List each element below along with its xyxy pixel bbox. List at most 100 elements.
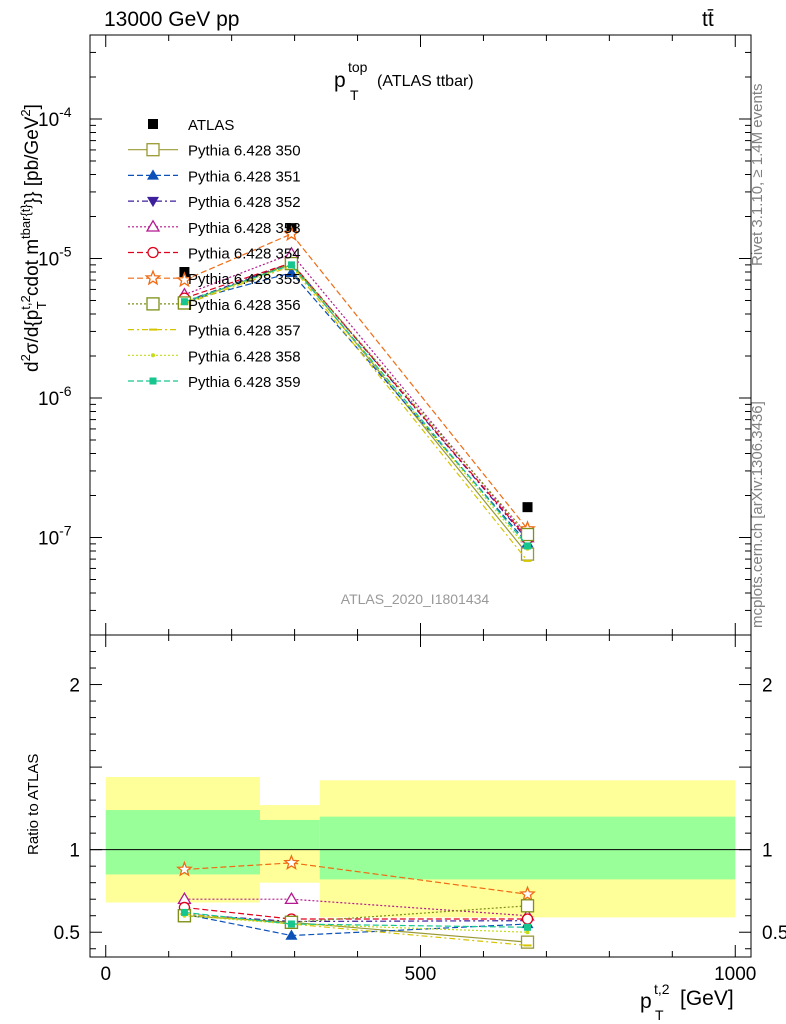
title-main: p (334, 69, 346, 92)
legend-marker (149, 377, 157, 385)
legend-marker (149, 328, 157, 331)
legend: ATLAS Pythia 6.428 350 Pythia 6.428 351 Pyt… (128, 117, 301, 391)
ratio-data-point (523, 944, 532, 947)
ratio-ytick-label: 2 (69, 676, 80, 697)
ratio-data-point (284, 891, 299, 905)
legend-marker (148, 119, 158, 129)
series-line (184, 233, 528, 530)
legend-entry-7: Pythia 6.428 356 (128, 297, 301, 314)
legend-entry-3: Pythia 6.428 352 (128, 194, 301, 211)
legend-label: ATLAS (188, 117, 234, 134)
legend-label: Pythia 6.428 357 (188, 323, 301, 340)
series-line (184, 253, 528, 538)
legend-entry-0: ATLAS (148, 117, 234, 134)
ratio-series-line (184, 915, 528, 943)
main-ytick-label: 10-6 (38, 383, 72, 410)
xlabel-main: p (640, 990, 652, 1013)
main-y-axis-label: d2σ/d{pt,2T cdot mtbar{t}}} [pb/GeV2] (18, 104, 49, 372)
ratio-data-point (180, 908, 188, 916)
stat-band-2 (319, 816, 736, 880)
main-ytick-label: 10-7 (38, 522, 72, 549)
main-ytick-label: 10-4 (38, 104, 72, 131)
legend-label: Pythia 6.428 356 (188, 297, 301, 314)
legend-label: Pythia 6.428 358 (188, 348, 301, 365)
stat-band-1 (259, 819, 320, 850)
legend-marker (145, 219, 161, 232)
ratio-ytick-label-right: 1 (762, 841, 773, 862)
ratio-series-line (184, 898, 528, 917)
xlabel-sub: T (655, 1007, 664, 1023)
xtick-label: 1000 (714, 964, 756, 985)
ratio-series (176, 854, 536, 949)
ratio-series-line (184, 862, 528, 895)
plot-title: p top T (ATLAS ttbar) (334, 59, 474, 103)
legend-entry-1: Pythia 6.428 350 (128, 143, 301, 160)
main-series (176, 223, 536, 562)
ratio-series-line (184, 911, 528, 928)
data-point (180, 298, 188, 306)
data-point (520, 527, 535, 542)
ratio-series-9 (180, 908, 532, 931)
ratio-series-5 (176, 854, 536, 902)
ratio-data-point (521, 913, 534, 925)
ratio-data-point (519, 885, 536, 902)
data-point (524, 542, 532, 550)
legend-entry-2: Pythia 6.428 351 (128, 168, 301, 185)
title-sup: top (348, 59, 368, 75)
data-point (522, 502, 533, 513)
data-point (287, 261, 295, 269)
legend-label: Pythia 6.428 359 (188, 374, 301, 391)
legend-label: Pythia 6.428 354 (188, 246, 301, 263)
legend-label: Pythia 6.428 355 (188, 271, 301, 288)
rivet-label: Rivet 3.1.10, ≥ 1.4M events (749, 84, 766, 267)
legend-marker (151, 353, 155, 358)
legend-entry-4: Pythia 6.428 353 (128, 219, 301, 237)
title-rest: (ATLAS ttbar) (377, 73, 474, 90)
title-sub: T (350, 87, 359, 103)
legend-label: Pythia 6.428 351 (188, 168, 301, 185)
series-line (184, 262, 528, 535)
ratio-ytick-label-right: 0.5 (762, 923, 786, 944)
legend-label: Pythia 6.428 353 (188, 220, 301, 237)
legend-marker (146, 143, 160, 157)
ratio-series-line (184, 906, 528, 920)
ratio-series-line (184, 905, 528, 923)
legend-label: Pythia 6.428 352 (188, 194, 301, 211)
ratio-data-point (520, 899, 535, 913)
energy-label: 13000 GeV pp (104, 8, 239, 31)
stat-band-0 (105, 810, 260, 875)
data-point (176, 271, 193, 288)
main-axes: 10-7 10-6 10-5 10-4 (38, 34, 751, 636)
legend-entry-9: Pythia 6.428 358 (128, 348, 301, 365)
data-point (285, 266, 298, 277)
ratio-data-point (524, 923, 532, 931)
legend-entry-10: Pythia 6.428 359 (128, 374, 301, 391)
mcplots-label: mcplots.cern.ch [arXiv:1306.3436] (749, 401, 766, 628)
legend-marker (146, 297, 160, 311)
ratio-uncertainty-bands (105, 777, 736, 918)
legend-entry-6: Pythia 6.428 355 (128, 269, 301, 288)
xtick-label: 0 (100, 964, 111, 985)
main-ytick-label: 10-5 (38, 243, 72, 270)
ratio-data-point (176, 860, 193, 877)
ratio-ytick-label-right: 2 (762, 676, 773, 697)
legend-entry-5: Pythia 6.428 354 (128, 246, 301, 263)
x-axis-label: p t,2 T [GeV] (640, 981, 734, 1023)
data-point (283, 225, 300, 242)
analysis-watermark: ATLAS_2020_I1801434 (341, 591, 490, 607)
ratio-axes: 0.5 0.5 1 1 2 2 0 500 1000 (54, 635, 786, 985)
ratio-data-point (283, 854, 300, 870)
legend-marker (144, 269, 162, 286)
ratio-ytick-label: 1 (69, 841, 80, 862)
legend-entry-8: Pythia 6.428 357 (128, 323, 301, 340)
legend-marker (147, 196, 159, 208)
xlabel-rest: [GeV] (680, 987, 734, 1010)
xtick-label: 500 (405, 964, 437, 985)
ratio-series-line (184, 915, 528, 933)
series-4 (177, 246, 535, 543)
process-label: tt̄ (702, 8, 714, 31)
xlabel-sup: t,2 (654, 981, 670, 997)
ratio-y-axis-label: Ratio to ATLAS (25, 754, 42, 855)
legend-marker (147, 246, 159, 259)
